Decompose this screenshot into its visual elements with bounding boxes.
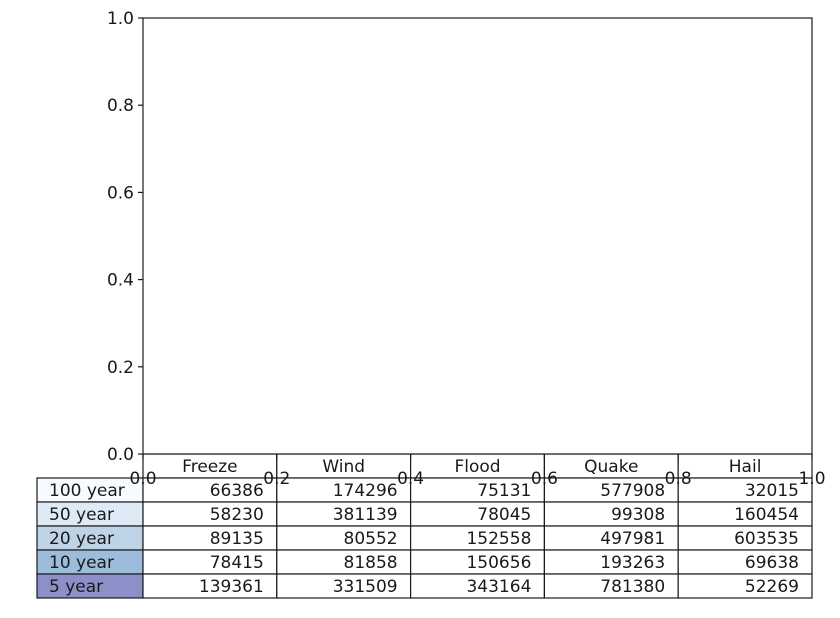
x-tick-label: 0.2 (263, 469, 290, 489)
table-cell (410, 549, 546, 575)
row-label: 20 year (49, 529, 114, 549)
y-tick-label: 0.4 (107, 271, 134, 291)
table-cell-value: 32015 (745, 481, 799, 501)
table-cell-value: 75131 (477, 481, 531, 501)
row-label: 50 year (49, 505, 114, 525)
y-tick-label: 0.2 (107, 358, 134, 378)
table-cell (677, 573, 813, 599)
table-cell-value: 99308 (611, 505, 665, 525)
table-cell-value: 78045 (477, 505, 531, 525)
table-cell (142, 549, 278, 575)
y-tick-label: 0.0 (107, 445, 134, 465)
table-cell-value: 152558 (466, 529, 531, 549)
table-cell (142, 501, 278, 527)
table-cell (276, 549, 412, 575)
table-cell-value: 331509 (333, 577, 398, 597)
data-table: Freeze Wind Flood Quake Hail 100 year 66386 174… (36, 453, 813, 599)
table-cell (677, 501, 813, 527)
table-cell (276, 477, 412, 503)
column-header: Quake (584, 457, 638, 477)
x-tick-label: 0.0 (129, 469, 156, 489)
table-cell-value: 89135 (210, 529, 264, 549)
x-tick-label: 0.6 (531, 469, 558, 489)
table-cell (142, 525, 278, 551)
table-cell-value: 52269 (745, 577, 799, 597)
column-header: Wind (322, 457, 365, 477)
x-tick-label: 1.0 (798, 469, 825, 489)
y-tick-label: 1.0 (107, 9, 134, 29)
table-cell-value: 577908 (600, 481, 665, 501)
plot-frame (142, 17, 813, 455)
table-cell-value: 160454 (734, 505, 799, 525)
table-cell-value: 381139 (333, 505, 398, 525)
table-cell-value: 603535 (734, 529, 799, 549)
table-cell (142, 477, 278, 503)
column-header: Hail (729, 457, 762, 477)
table-cell-value: 497981 (600, 529, 665, 549)
column-header-cell (410, 453, 546, 479)
table-cell (543, 549, 679, 575)
table-cell-value: 58230 (210, 505, 264, 525)
column-header-cell (142, 453, 278, 479)
table-cell (142, 573, 278, 599)
table-cell-value: 80552 (344, 529, 398, 549)
row-label: 5 year (49, 577, 103, 597)
table-cell-value: 150656 (466, 553, 531, 573)
table-cell-value: 781380 (600, 577, 665, 597)
y-tick-label: 0.8 (107, 96, 134, 116)
row-label: 100 year (49, 481, 125, 501)
x-tick-label: 0.8 (665, 469, 692, 489)
table-cell (677, 549, 813, 575)
table-cell (276, 525, 412, 551)
table-cell (677, 525, 813, 551)
table-cell-value: 343164 (466, 577, 531, 597)
row-label-cell (36, 525, 144, 551)
table-cell-value: 66386 (210, 481, 264, 501)
table-cell-value: 174296 (333, 481, 398, 501)
row-label: 10 year (49, 553, 114, 573)
y-tick-label: 0.6 (107, 183, 134, 203)
table-cell (276, 501, 412, 527)
table-cell-value: 139361 (199, 577, 264, 597)
table-cell-value: 81858 (344, 553, 398, 573)
column-header-cell (677, 453, 813, 479)
column-header: Flood (454, 457, 500, 477)
plot-axes: 0.0 0.2 0.4 0.6 0.8 1.0 0.0 0.2 0.4 0.6 0.8 1.0 (107, 9, 826, 489)
column-header: Freeze (182, 457, 237, 477)
table-cell (276, 573, 412, 599)
x-tick-label: 0.4 (397, 469, 424, 489)
table-cell-value: 193263 (600, 553, 665, 573)
table-cell-value: 78415 (210, 553, 264, 573)
table-cell (543, 573, 679, 599)
table-cell-value: 69638 (745, 553, 799, 573)
